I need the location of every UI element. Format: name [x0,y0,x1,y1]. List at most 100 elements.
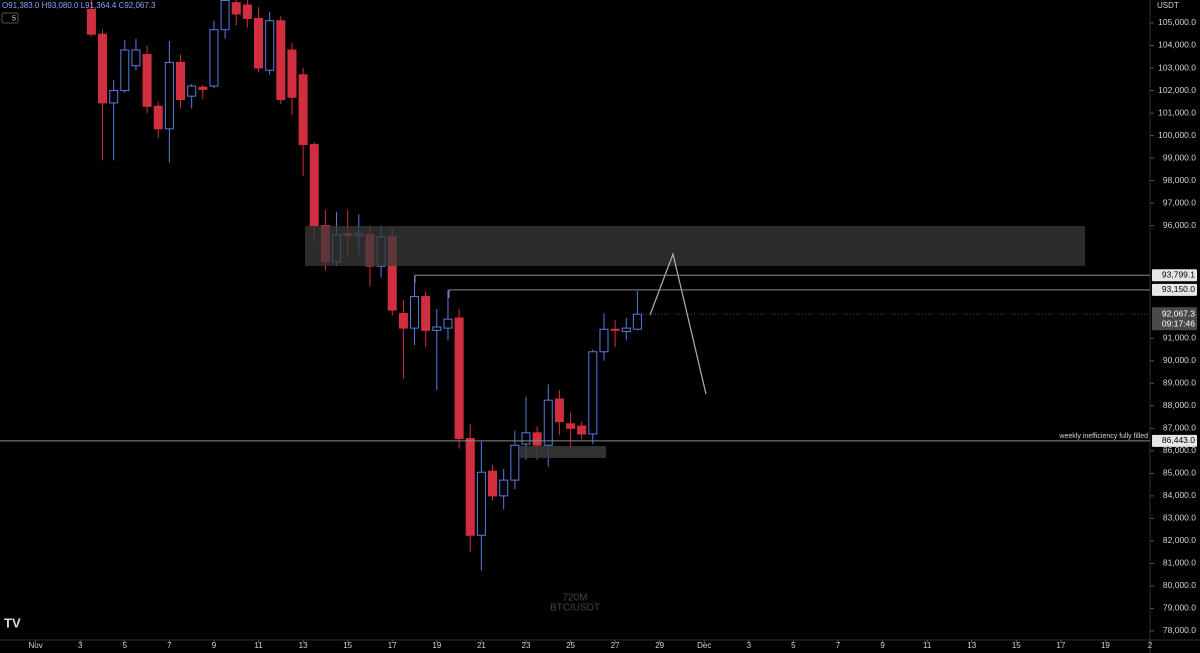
x-tick-label: 27 [611,641,620,650]
candle-body [198,86,208,90]
demand-zone [519,446,606,458]
candle-body [599,328,609,353]
candle-body [421,296,431,331]
candle-body [566,423,576,429]
candle-body [465,437,475,536]
currency-label: USDT [1157,1,1179,10]
candle-body [187,85,197,97]
price-badge [1152,434,1197,447]
candle-body [242,4,252,19]
countdown: 09:17:46 [1162,318,1195,328]
candle-body [309,144,319,227]
candle-body [543,399,553,446]
x-tick-label: 17 [388,641,397,650]
candle-body [298,74,308,146]
y-tick-label: 103,000.0 [1158,62,1196,72]
y-tick-label: 101,000.0 [1158,107,1196,117]
y-tick-label: 84,000.0 [1163,490,1196,500]
x-tick-label: 19 [432,641,441,650]
y-tick-label: 105,000.0 [1158,17,1196,27]
x-tick-label: 5 [123,641,128,650]
y-tick-label: 97,000.0 [1163,197,1196,207]
x-tick-label: 2 [1148,641,1153,650]
candle-body [554,398,564,423]
x-tick-label: 11 [254,641,263,650]
candle-body [287,49,297,98]
y-tick-label: 99,000.0 [1163,152,1196,162]
candle-body [443,318,453,329]
candle-body [142,53,152,107]
y-tick-label: 104,000.0 [1158,40,1196,50]
candle-body [220,0,230,31]
candle-body [153,105,163,130]
x-tick-label: 23 [522,641,531,650]
candle-body [577,425,587,435]
y-tick-label: 79,000.0 [1163,603,1196,613]
candle-body [398,312,408,329]
candle-body [432,326,442,331]
x-tick-label: 17 [1056,641,1065,650]
candle-body [621,327,631,332]
candle-body [521,432,531,445]
candle-body [588,351,598,435]
candle-body [276,20,286,101]
candle-body [86,8,96,35]
x-tick-label: 21 [477,641,486,650]
x-tick-label: Nov [29,641,43,650]
watermark-symbol: BTC/USDT [550,603,600,614]
price-badge-label: 93,150.0 [1162,284,1195,294]
y-tick-label: 85,000.0 [1163,468,1196,478]
x-tick-label: 11 [923,641,932,650]
price-badge [1152,283,1197,296]
indicator-toggle[interactable] [1,12,19,24]
candle-body [209,29,219,87]
x-tick-label: 29 [655,641,664,650]
candle-body [610,328,620,331]
x-tick-label: 7 [167,641,172,650]
y-tick-label: 82,000.0 [1163,535,1196,545]
last-price-label: 92,067.3 [1162,308,1195,318]
x-tick-label: 13 [299,641,308,650]
y-tick-label: 91,000.0 [1163,332,1196,342]
y-tick-label: 89,000.0 [1163,378,1196,388]
candle-body [476,471,486,536]
annotation: weekly inefficiency fully filled [1058,433,1148,440]
candle-body [499,479,509,497]
x-tick-label: 25 [566,641,575,650]
x-tick-label: 5 [791,641,796,650]
x-tick-label: 7 [836,641,841,650]
y-tick-label: 83,000.0 [1163,513,1196,523]
x-tick-label: 9 [212,641,217,650]
ohlc-header: O91,383.0 H93,080.0 L91,364.4 C92,067.3 [2,1,156,10]
candle-body [265,20,275,71]
y-tick-label: 86,000.0 [1163,445,1196,455]
x-tick-label: 9 [880,641,885,650]
candle-body [231,2,241,15]
y-tick-label: 102,000.0 [1158,85,1196,95]
price-badge-label: 93,799.1 [1162,269,1195,279]
candle-body [510,444,520,481]
y-tick-label: 90,000.0 [1163,355,1196,365]
candle-body [454,317,464,439]
candle-body [532,432,542,446]
candle-body [488,470,498,497]
x-tick-label: 19 [1101,641,1110,650]
x-tick-label: 3 [78,641,83,650]
y-tick-label: 96,000.0 [1163,220,1196,230]
y-tick-label: 87,000.0 [1163,423,1196,433]
candle-body [410,296,420,329]
candle-body [164,61,174,130]
x-tick-label: 15 [343,641,352,650]
price-badge [1152,269,1197,282]
candle-body [98,33,108,104]
y-tick-label: 88,000.0 [1163,400,1196,410]
candle-body [176,61,186,101]
price-badge-label: 86,443.0 [1162,435,1195,445]
indicator-count: 5 [12,15,16,22]
supply-zone [305,226,1085,266]
candle-body [632,313,642,330]
candle-body [120,49,130,92]
